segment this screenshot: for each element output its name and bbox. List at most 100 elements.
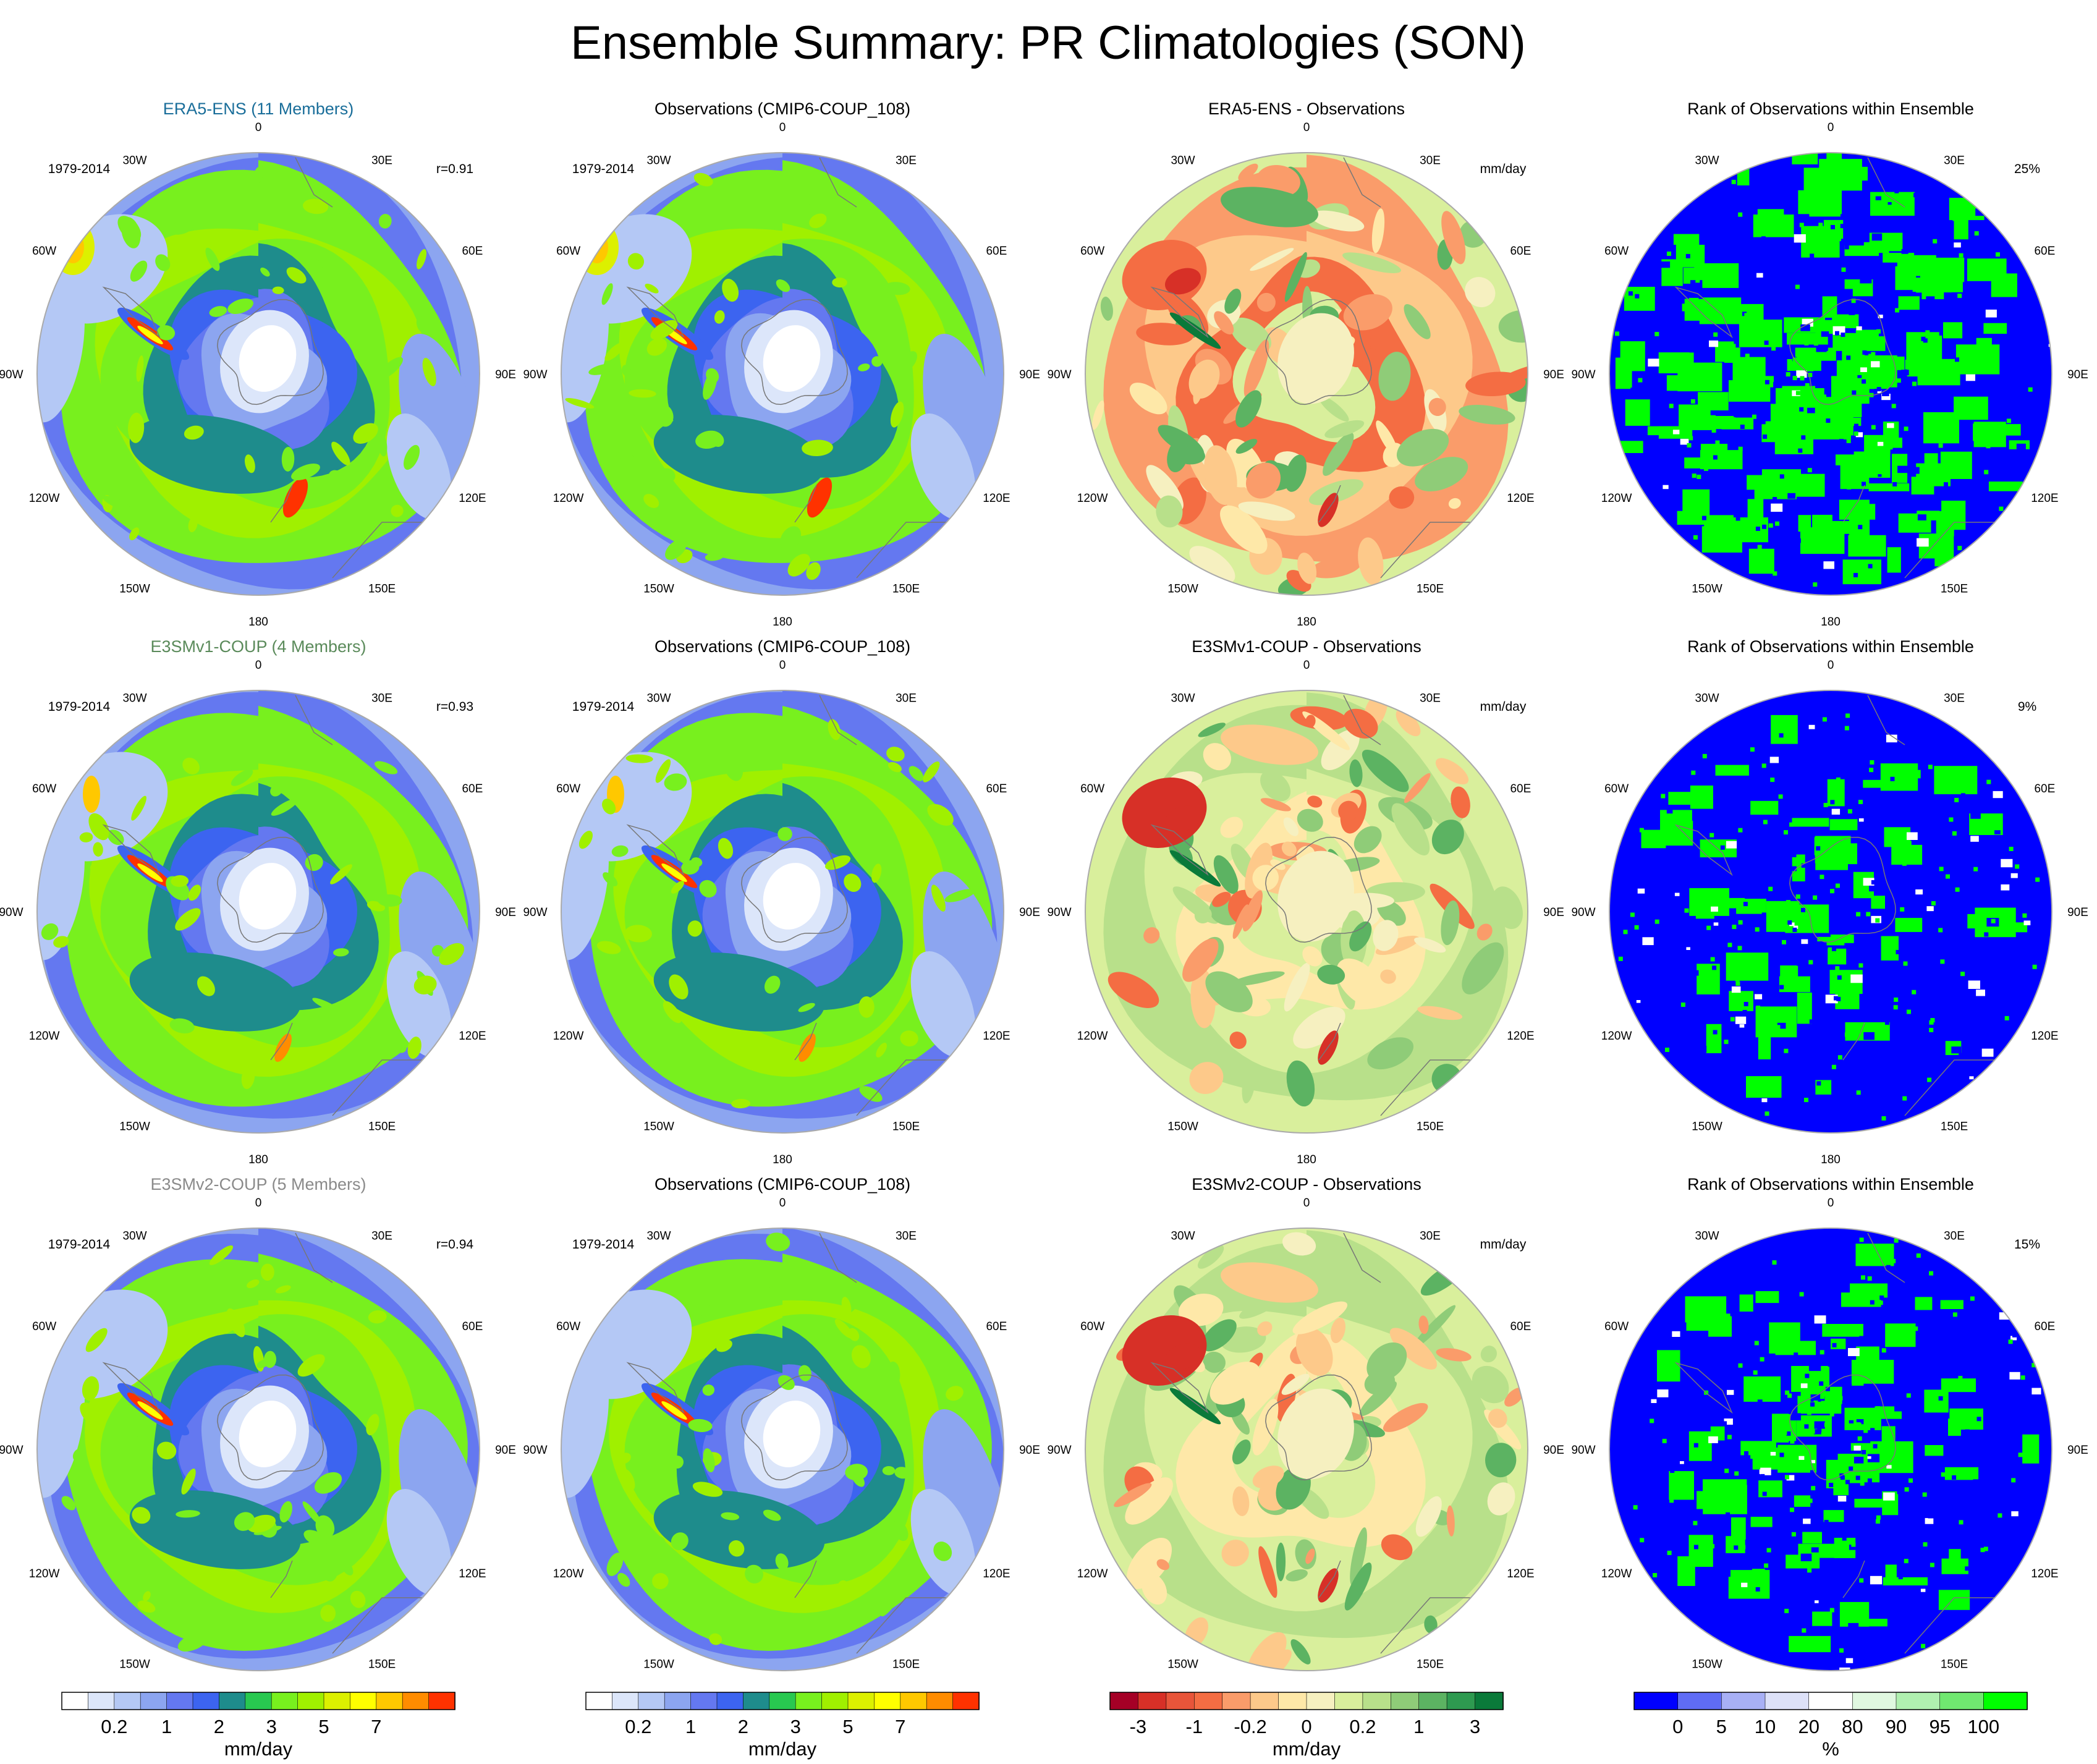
rank-cell [1955, 357, 1959, 362]
period-label: 1979-2014 [572, 162, 635, 176]
rank-cell [1969, 951, 1978, 957]
rank-cell [1797, 473, 1825, 497]
rank-cell [1808, 1498, 1813, 1503]
field-patch [130, 260, 148, 282]
field-patch [156, 1441, 177, 1460]
longitude-label: 0 [255, 121, 262, 134]
field-patch [629, 389, 656, 398]
rank-cell [1792, 818, 1829, 827]
rank-cell [1931, 901, 1936, 905]
panel-title: E3SMv2-COUP (5 Members) [150, 1175, 366, 1194]
rank-cell [1706, 1024, 1722, 1053]
rank-cell [1918, 958, 1923, 963]
rank-cell [1944, 1467, 1979, 1480]
map-panel-r3c4: Rank of Observations within Ensemble15%0… [1571, 1175, 2088, 1704]
rank-cell [1734, 1545, 1739, 1550]
period-label: 1979-2014 [48, 162, 111, 176]
rank-cell [1792, 927, 1797, 932]
rank-cell [1837, 237, 1841, 242]
rank-cell [1863, 779, 1907, 788]
field-patch [394, 1040, 407, 1053]
rank-cell [1727, 1389, 1734, 1395]
rank-cell [1680, 1461, 1684, 1464]
field-patch [329, 470, 341, 480]
longitude-label: 150E [1941, 582, 1968, 595]
rank-cell [1667, 1398, 1675, 1403]
rank-cell [1912, 381, 1917, 386]
rank-cell [1679, 404, 1711, 430]
rank-cell [1786, 849, 1797, 857]
field-patch [596, 941, 621, 954]
map-boundary [561, 152, 1004, 596]
rank-cell [1878, 988, 1883, 993]
longitude-label: 30E [371, 1230, 392, 1243]
rank-cell [1762, 1491, 1767, 1496]
rank-cell [1751, 255, 1756, 260]
rank-cell [1771, 805, 1776, 810]
rank-cell [1784, 830, 1788, 835]
rank-cell [1898, 296, 1920, 310]
rank-cell [1942, 894, 1949, 899]
field-patch [602, 799, 616, 815]
field-patch [247, 1279, 260, 1289]
field-patch [269, 748, 295, 768]
period-label: 1979-2014 [572, 700, 635, 714]
rank-cell [1991, 918, 1996, 923]
rank-cell [1967, 310, 1972, 315]
rank-cell [1684, 457, 1722, 469]
field-patch [181, 1468, 196, 1495]
rank-cell [1823, 1510, 1844, 1522]
rank-cell [1713, 1030, 1718, 1035]
rank-cell [1975, 1055, 1980, 1060]
rank-cell [1628, 291, 1633, 296]
rank-cell [1830, 935, 1854, 943]
rank-cell [2020, 1375, 2025, 1380]
rank-cell [1792, 1347, 1797, 1352]
rank-cell [1858, 818, 1864, 822]
field-patch [658, 468, 676, 483]
rank-cell [1965, 374, 1975, 381]
rank-cell [1731, 1459, 1735, 1464]
rank-cell [1943, 322, 1963, 339]
coastline [1842, 1560, 1865, 1598]
map-boundary [1085, 690, 1528, 1134]
longitude-label: 60E [2034, 1320, 2055, 1333]
colorbar-tick-label: 2 [214, 1716, 224, 1737]
rank-cell [1671, 784, 1676, 789]
colorbar-tick-label: 95 [1929, 1716, 1950, 1737]
field-patch [320, 1605, 336, 1622]
field-patch [565, 397, 595, 409]
field-patch [703, 370, 718, 400]
rank-cell [1934, 766, 1978, 794]
rank-cell [1764, 1563, 1769, 1568]
rank-cell [1674, 893, 1680, 896]
rank-cell [1929, 1271, 1933, 1276]
rank-cell [1801, 435, 1806, 440]
longitude-label: 90E [2067, 368, 2088, 381]
longitude-label: 120W [1077, 1567, 1108, 1580]
rank-cell [1807, 468, 1812, 473]
longitude-label: 60W [32, 782, 56, 795]
rank-cell [1897, 329, 1902, 334]
anomaly-patch [1100, 296, 1113, 321]
anomaly-patch [1156, 495, 1183, 528]
colorbar-swatch [140, 1692, 167, 1710]
rank-cell [1897, 443, 1902, 447]
rank-cell [1850, 1283, 1888, 1298]
rank-cell [1841, 333, 1845, 337]
rank-cell [1936, 769, 1941, 774]
rank-cell [1809, 1019, 1814, 1024]
colorbar-tick-label: 0 [1672, 1716, 1683, 1737]
longitude-label: 60W [1604, 782, 1629, 795]
rank-cell [1846, 355, 1851, 360]
field-patch [671, 1455, 684, 1469]
rank-cell [1876, 329, 1881, 334]
rank-cell [1848, 1348, 1860, 1357]
rank-cell [1820, 401, 1825, 405]
field-patch [121, 217, 141, 248]
rank-cell [1844, 239, 1849, 244]
coastline [1867, 695, 1905, 745]
colorbar-swatch [1475, 1692, 1504, 1710]
field-patch [391, 504, 404, 517]
